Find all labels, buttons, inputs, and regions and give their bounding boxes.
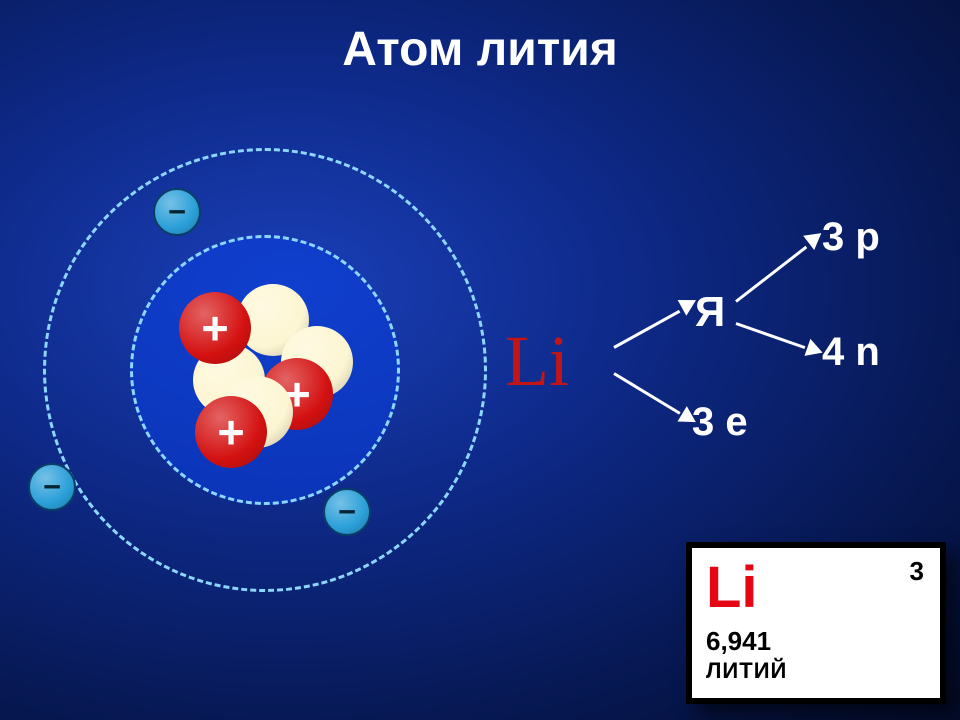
- element-symbol-li: Li: [505, 320, 569, 403]
- arrow-line: [613, 310, 680, 349]
- proton-particle: +: [195, 396, 267, 468]
- atomic-number: 3: [910, 556, 924, 587]
- arrow-line: [736, 322, 806, 349]
- slide: Атом лития +++−−− Li Я 3 p 4 n 3 е 3 Li …: [0, 0, 960, 720]
- atomic-mass: 6,941: [706, 626, 771, 657]
- page-title: Атом лития: [0, 22, 960, 77]
- electron-particle: −: [323, 488, 371, 536]
- neutrons-label: 4 n: [822, 330, 880, 375]
- element-symbol: Li: [706, 554, 758, 621]
- electrons-label: 3 е: [692, 400, 748, 445]
- electron-orbit-2: [43, 148, 487, 592]
- element-name: ЛИТИЙ: [706, 658, 787, 684]
- arrow-line: [735, 246, 807, 303]
- electron-particle: −: [153, 188, 201, 236]
- protons-label: 3 p: [822, 215, 880, 260]
- electron-particle: −: [28, 463, 76, 511]
- periodic-element-box: 3 Li 6,941 ЛИТИЙ: [686, 542, 946, 704]
- arrow-line: [613, 372, 680, 414]
- proton-particle: +: [179, 292, 251, 364]
- nucleus-label: Я: [695, 288, 725, 336]
